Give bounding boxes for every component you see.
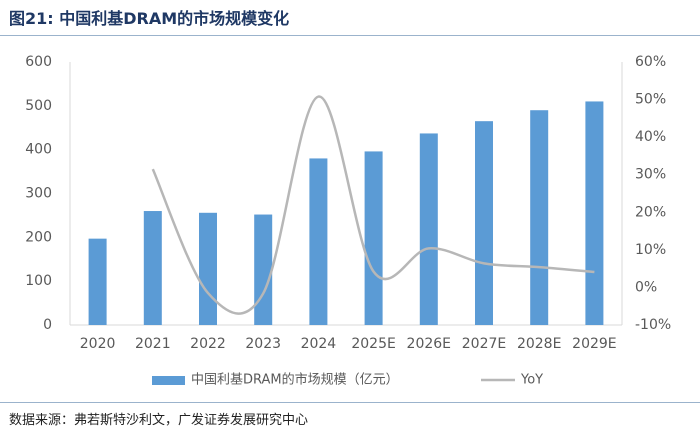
bar-2024 — [309, 158, 328, 325]
yoy-line — [151, 95, 595, 315]
market-size-chart: 0 100 200 300 400 500 600 -10% 0% 10% 20% 30% 40% 50%… — [25, 54, 671, 388]
left-tick-label: 400 — [25, 142, 52, 158]
x-tick-label: 2022 — [190, 336, 226, 352]
bar-2025E — [364, 151, 383, 325]
x-tick-label: 2027E — [462, 336, 506, 352]
bar-2027E — [475, 121, 493, 325]
right-tick-label: 50% — [635, 92, 666, 108]
figure-header: 图21: 中国利基DRAM的市场规模变化 — [0, 0, 700, 37]
x-tick-label: 2023 — [245, 336, 281, 352]
bar-2021 — [143, 211, 162, 325]
bar-2022 — [199, 212, 217, 325]
x-tick-label: 2024 — [301, 336, 337, 352]
x-tick-label: 2026E — [407, 336, 451, 352]
legend-bar-swatch — [152, 376, 185, 385]
bar-2023 — [254, 214, 273, 325]
left-tick-label: 600 — [25, 54, 52, 70]
right-tick-label: 60% — [635, 54, 666, 70]
legend-bar-label: 中国利基DRAM的市场规模（亿元） — [191, 372, 399, 388]
right-tick-label: 0% — [635, 279, 657, 295]
x-tick-label: 2020 — [80, 336, 116, 352]
x-tick-label: 2028E — [517, 336, 561, 352]
figure-title-text: 中国利基DRAM的市场规模变化 — [59, 9, 290, 28]
source-divider — [0, 402, 700, 403]
right-tick-label: 40% — [635, 129, 666, 145]
left-tick-label: 300 — [25, 186, 52, 202]
figure-title: 图21: 中国利基DRAM的市场规模变化 — [9, 5, 289, 29]
data-source: 数据来源：弗若斯特沙利文，广发证券发展研究中心 — [9, 413, 309, 428]
left-tick-label: 0 — [43, 317, 52, 333]
figure-label: 图21: — [9, 9, 54, 28]
bar-2028E — [530, 110, 549, 325]
legend-line-label: YoY — [520, 373, 543, 388]
right-tick-label: 10% — [635, 242, 666, 258]
right-tick-label: 20% — [635, 204, 666, 220]
bar-2020 — [88, 238, 107, 325]
x-tick-label: 2029E — [572, 336, 616, 352]
x-tick-label: 2025E — [351, 336, 395, 352]
left-tick-label: 500 — [25, 98, 52, 114]
right-tick-label: 30% — [635, 167, 666, 183]
x-tick-label: 2021 — [135, 336, 171, 352]
left-tick-label: 100 — [25, 273, 52, 289]
bar-2026E — [419, 133, 438, 325]
right-tick-label: -10% — [635, 317, 671, 333]
bar-2029E — [585, 101, 604, 325]
title-divider — [0, 35, 700, 36]
left-tick-label: 200 — [25, 229, 52, 245]
